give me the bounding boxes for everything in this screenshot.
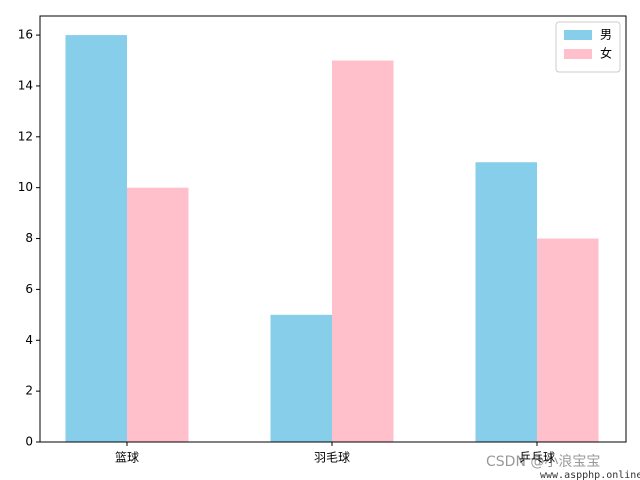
y-tick-label: 0	[25, 435, 33, 449]
y-tick-label: 10	[18, 180, 33, 194]
y-tick-label: 16	[18, 28, 33, 42]
watermark-site: www.aspphp.online	[540, 470, 640, 480]
bar	[270, 314, 332, 442]
legend-swatch	[564, 30, 592, 40]
bar	[332, 60, 394, 443]
bar	[65, 35, 127, 443]
legend-label: 女	[600, 46, 612, 61]
x-tick-label: 羽毛球	[314, 451, 350, 465]
x-tick-label: 乒乓球	[519, 451, 555, 465]
legend-swatch	[564, 49, 592, 59]
y-tick-label: 2	[25, 384, 33, 398]
bar	[127, 187, 189, 442]
y-tick-label: 4	[25, 333, 33, 347]
x-tick-label: 篮球	[115, 450, 139, 465]
y-tick-label: 6	[25, 282, 33, 296]
bar	[537, 238, 599, 442]
y-tick-label: 14	[18, 78, 33, 92]
y-tick-label: 12	[18, 129, 33, 143]
watermark: CSDN @小浪宝宝	[486, 454, 600, 470]
plot-frame	[39, 15, 627, 443]
legend-label: 男	[600, 28, 612, 42]
bar	[475, 162, 537, 442]
y-tick-label: 8	[25, 231, 33, 245]
